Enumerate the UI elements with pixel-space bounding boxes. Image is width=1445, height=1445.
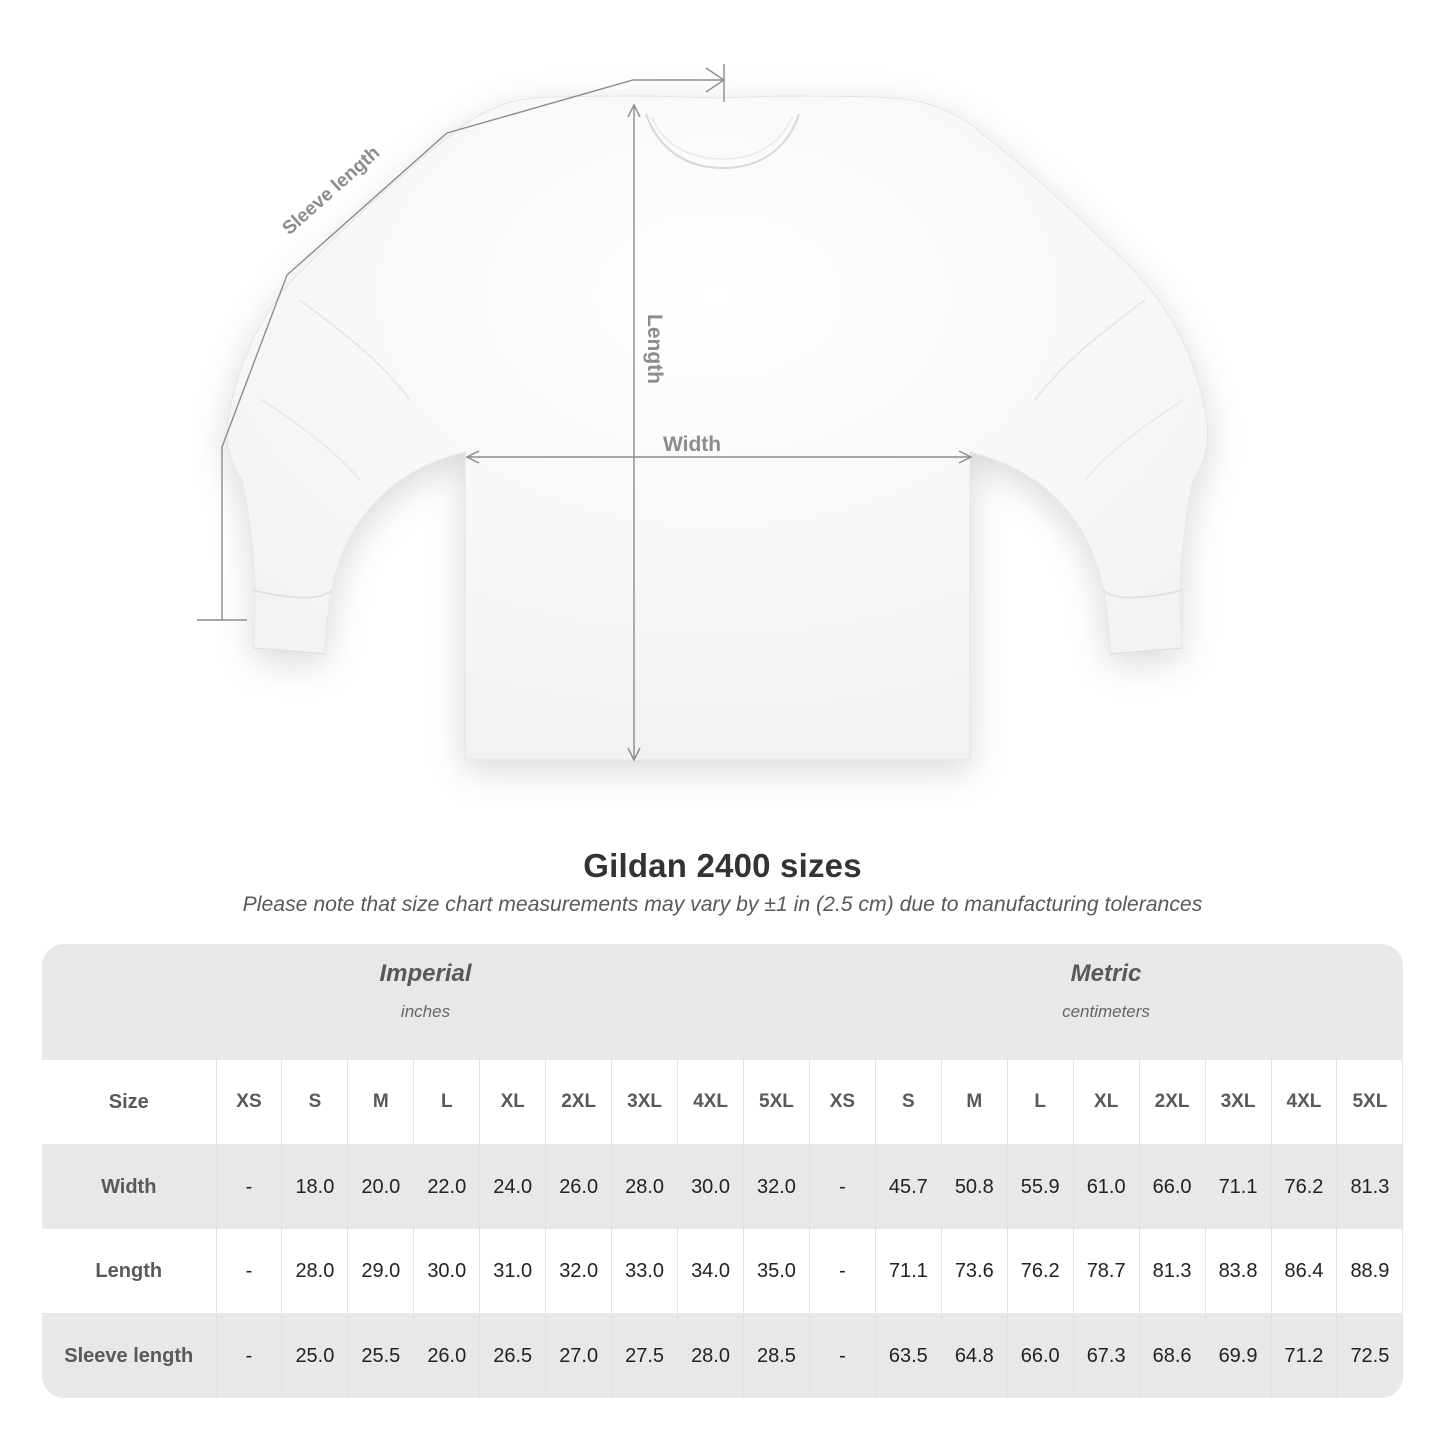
svg-text:Width: Width <box>663 433 721 456</box>
svg-text:Length: Length <box>643 314 666 384</box>
